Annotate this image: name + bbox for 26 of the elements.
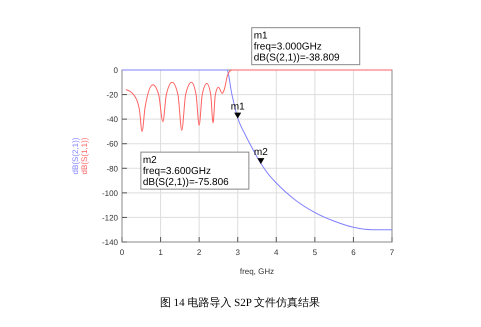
x-axis-title: freq, GHz xyxy=(240,267,274,276)
x-tick-label: 3 xyxy=(235,248,240,257)
y-tick-label: -60 xyxy=(106,140,119,149)
x-tick-label: 1 xyxy=(158,248,164,257)
y-tick-label: 0 xyxy=(114,66,119,75)
x-tick-label: 5 xyxy=(312,248,318,257)
annotation: m2 freq=3.600GHz dB(S(2,1))=-75.806 xyxy=(142,155,230,188)
y-tick-label: -100 xyxy=(102,188,119,198)
x-tick-label: 4 xyxy=(274,248,280,257)
y-tick-label: -140 xyxy=(102,238,119,247)
caption: 图 14 电路导入 S2P 文件仿真结果 xyxy=(160,296,320,309)
y-tick-label: -120 xyxy=(102,213,119,222)
x-tick-label: 6 xyxy=(351,248,356,257)
x-tick-label: 0 xyxy=(120,248,125,257)
y-tick-label: -80 xyxy=(106,164,119,174)
text: m1 freq=3.000GHz dB(S(2,1))=-38.809 xyxy=(254,30,340,64)
annotation: m1 xyxy=(230,102,246,113)
text: dB(S(2,1)) xyxy=(71,137,80,174)
text: dB(S(1,1)) xyxy=(80,137,89,174)
x-tick-label: 7 xyxy=(390,248,395,257)
x-tick-label: 2 xyxy=(196,248,202,257)
line-series xyxy=(122,70,392,230)
line-series xyxy=(125,70,392,132)
y-tick-label: -40 xyxy=(106,115,119,124)
annotation: m2 xyxy=(254,147,268,158)
y-tick-label: -20 xyxy=(106,90,119,100)
